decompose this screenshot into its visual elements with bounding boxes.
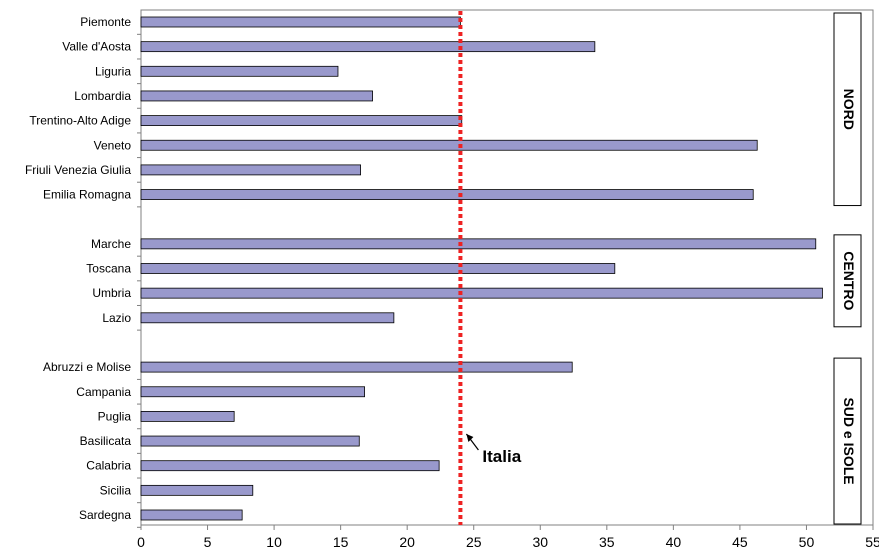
annotation-arrowhead — [466, 434, 474, 442]
bar — [140, 164, 362, 176]
bar — [140, 386, 365, 398]
bar — [140, 460, 440, 472]
bar — [140, 90, 373, 102]
plot-area: Piemonte Valle d'Aosta Liguria Lombardia Tre… — [25, 9, 879, 550]
bar — [140, 65, 339, 77]
category-label: Piemonte — [80, 15, 131, 29]
category-label: Lombardia — [74, 89, 131, 103]
category-label: Calabria — [86, 459, 131, 473]
category-label: Marche — [91, 237, 131, 251]
group-label: CENTRO — [841, 251, 857, 310]
x-tick-label: 40 — [666, 534, 682, 550]
category-label: Veneto — [94, 138, 132, 152]
x-tick-label: 10 — [266, 534, 282, 550]
bar — [140, 312, 395, 324]
category-label: Umbria — [92, 286, 131, 300]
x-tick-label: 35 — [599, 534, 615, 550]
x-tick-label: 15 — [333, 534, 349, 550]
bar — [140, 41, 596, 53]
group-label: NORD — [841, 89, 857, 130]
category-label: Abruzzi e Molise — [43, 360, 131, 374]
x-tick-label: 55 — [865, 534, 879, 550]
bar — [140, 115, 463, 126]
category-label: Campania — [76, 385, 131, 399]
x-tick-label: 45 — [732, 534, 748, 550]
category-label: Sardegna — [79, 508, 131, 522]
bar — [140, 263, 616, 274]
x-tick-label: 0 — [137, 534, 145, 550]
category-label: Friuli Venezia Giulia — [25, 163, 131, 177]
bar — [140, 435, 360, 447]
category-label: Valle d'Aosta — [62, 40, 131, 54]
bar — [140, 484, 254, 496]
x-tick-label: 50 — [799, 534, 815, 550]
category-label: Trentino-Alto Adige — [29, 114, 131, 128]
reference-line-label: Italia — [482, 447, 521, 466]
category-label: Liguria — [95, 64, 131, 78]
category-label: Sicilia — [100, 483, 132, 497]
category-label: Puglia — [98, 409, 132, 423]
bar — [140, 410, 235, 422]
bar — [140, 139, 758, 151]
category-label: Emilia Romagna — [43, 188, 131, 202]
x-tick-label: 20 — [399, 534, 415, 550]
x-tick-label: 30 — [532, 534, 548, 550]
bar — [140, 287, 823, 299]
bar — [140, 238, 817, 250]
category-label: Toscana — [86, 262, 131, 276]
category-label: Lazio — [102, 311, 131, 325]
bar — [140, 361, 573, 373]
bar — [140, 16, 461, 28]
bar — [140, 189, 754, 200]
bar — [140, 509, 243, 521]
x-tick-label: 25 — [466, 534, 482, 550]
group-box — [833, 357, 862, 525]
category-label: Basilicata — [80, 434, 132, 448]
x-tick-label: 5 — [204, 534, 212, 550]
group-box — [833, 234, 862, 328]
group-label: SUD e ISOLE — [841, 397, 857, 484]
group-box — [833, 12, 862, 207]
